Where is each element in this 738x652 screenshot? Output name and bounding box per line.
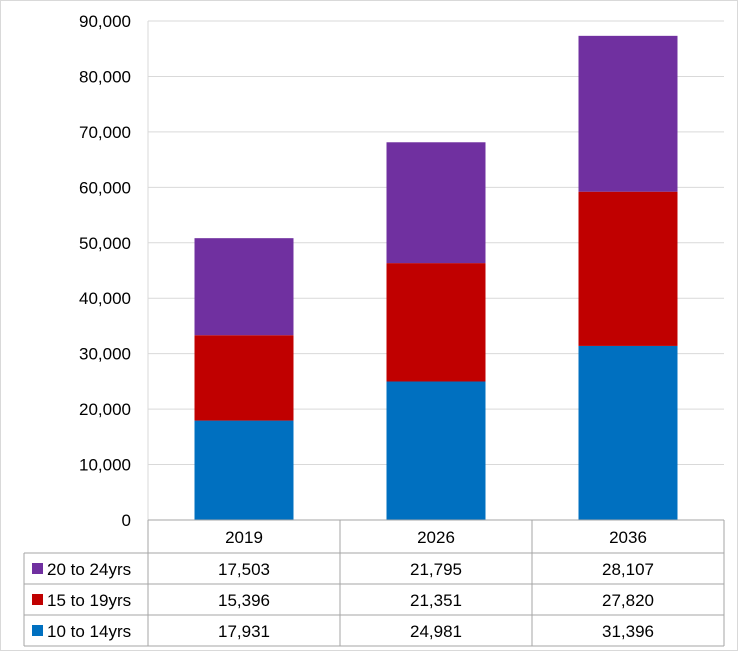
- legend-swatch: [32, 594, 43, 605]
- bar-segment: [578, 191, 678, 346]
- table-cell-value: 17,503: [218, 560, 270, 579]
- bar-segment: [386, 142, 486, 264]
- table-cell-value: 21,351: [410, 591, 462, 610]
- x-category-label: 2026: [417, 528, 455, 547]
- bar-segment: [386, 263, 486, 382]
- y-tick-label: 0: [122, 511, 131, 530]
- table-cell-value: 27,820: [602, 591, 654, 610]
- y-axis-ticks: 0 10,000 20,000 30,000 40,000 50,000 60,000 70,…: [79, 12, 131, 530]
- bar-segment: [386, 381, 486, 520]
- table-cell-value: 15,396: [218, 591, 270, 610]
- y-tick-label: 50,000: [79, 234, 131, 253]
- legend-label: 20 to 24yrs: [47, 560, 131, 579]
- table-cell-value: 31,396: [602, 622, 654, 641]
- legend-swatch: [32, 563, 43, 574]
- table-cell-value: 28,107: [602, 560, 654, 579]
- y-tick-label: 30,000: [79, 345, 131, 364]
- x-category-label: 2036: [609, 528, 647, 547]
- y-tick-label: 40,000: [79, 289, 131, 308]
- table-cell-value: 21,795: [410, 560, 462, 579]
- y-tick-label: 60,000: [79, 178, 131, 197]
- bar-segment: [578, 345, 678, 520]
- bar-segment: [194, 238, 294, 336]
- bars: [194, 35, 678, 520]
- y-tick-label: 10,000: [79, 456, 131, 475]
- bar-segment: [194, 420, 294, 520]
- y-tick-label: 20,000: [79, 400, 131, 419]
- legend-label: 15 to 19yrs: [47, 591, 131, 610]
- table-cell-value: 24,981: [410, 622, 462, 641]
- data-table: 2019 2026 2036 20 to 24yrs 17,503 21,795 28,10…: [23, 519, 725, 647]
- y-tick-label: 70,000: [79, 123, 131, 142]
- legend-swatch: [32, 625, 43, 636]
- bar-segment: [578, 35, 678, 192]
- y-tick-label: 80,000: [79, 67, 131, 86]
- y-tick-label: 90,000: [79, 12, 131, 31]
- legend-label: 10 to 14yrs: [47, 622, 131, 641]
- bar-segment: [194, 335, 294, 421]
- x-category-label: 2019: [225, 528, 263, 547]
- table-cell-value: 17,931: [218, 622, 270, 641]
